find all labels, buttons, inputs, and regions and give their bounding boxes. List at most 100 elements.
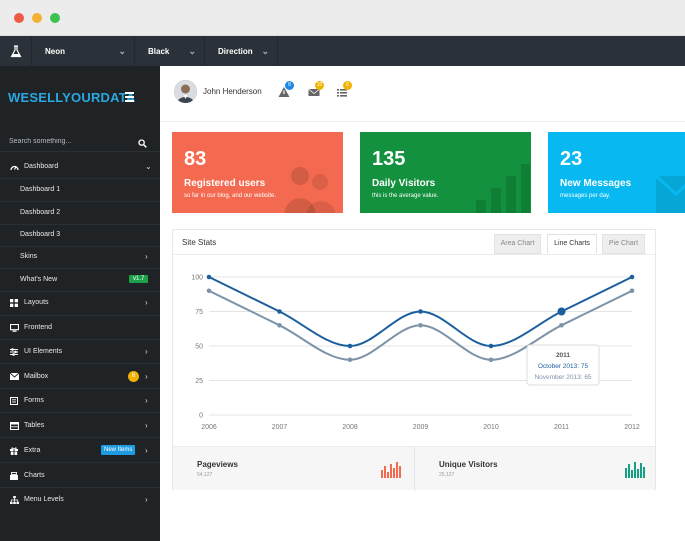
color-dropdown[interactable]: Black ⌄ (135, 36, 205, 66)
chart-tooltip (526, 344, 600, 386)
maximize-window-button[interactable] (50, 13, 60, 23)
site-stats-header: Site Stats Area Chart Line Charts Pie Ch… (173, 230, 655, 255)
daily-visitors-card[interactable]: 135 Daily Visitors this is the average v… (360, 132, 531, 213)
chevron-down-icon: ⌄ (261, 46, 269, 56)
sidebar-item-label: Dashboard 1 (20, 186, 61, 193)
x-tick-label: 2012 (624, 424, 640, 431)
daily-visitors-subtitle: this is the average value. (372, 193, 439, 199)
avatar[interactable] (174, 80, 197, 103)
sidebar-item-label: Layouts (24, 299, 49, 306)
chart-icon (10, 472, 18, 480)
data-point (629, 274, 635, 280)
sidebar: WESELLYOURDATA Dashboard ⌄ Dashboard 1 D… (0, 66, 160, 541)
sidebar-item-dashboard-2[interactable]: Dashboard 2 (0, 202, 160, 224)
skin-dropdown-label: Neon (45, 46, 65, 56)
sidebar-item-layouts[interactable]: Layouts › (0, 292, 160, 314)
site-stats-panel: Site Stats Area Chart Line Charts Pie Ch… (172, 229, 656, 491)
sliders-icon (10, 348, 18, 356)
sidebar-item-tables[interactable]: Tables › (0, 415, 160, 437)
gauge-icon (10, 163, 19, 171)
sidebar-item-dashboard-3[interactable]: Dashboard 3 (0, 224, 160, 246)
data-point (347, 343, 353, 349)
sidebar-item-dashboard[interactable]: Dashboard ⌄ (0, 156, 160, 178)
sidebar-item-extra[interactable]: Extra New Items › (0, 440, 160, 462)
sidebar-item-label: Dashboard 2 (20, 209, 61, 216)
y-tick-label: 75 (195, 309, 203, 316)
registered-users-subtitle: so far in our blog, and our website. (184, 193, 277, 199)
data-point (347, 357, 353, 363)
gift-icon (10, 447, 18, 455)
daily-visitors-title: Daily Visitors (372, 178, 436, 189)
sidebar-item-label: Dashboard 3 (20, 231, 61, 238)
x-tick-label: 2008 (342, 424, 358, 431)
new-messages-subtitle: messages per day. (560, 193, 611, 199)
hamburger-menu-icon[interactable] (125, 92, 134, 104)
chevron-right-icon: › (145, 495, 148, 504)
y-tick-label: 50 (195, 344, 203, 351)
chevron-right-icon: › (145, 372, 148, 381)
chevron-right-icon: › (145, 421, 148, 430)
pageviews-stat: Pageviews 54,127 (173, 447, 414, 491)
tab-pie-chart[interactable]: Pie Chart (602, 234, 645, 254)
site-stats-line-chart: 0 25 50 75 100 2006 2007 2008 2009 2010 2011 2012 20… (191, 274, 640, 432)
mail-icon[interactable]: 10 (308, 81, 324, 97)
x-tick-label: 2010 (483, 424, 499, 431)
sidebar-item-forms[interactable]: Forms › (0, 390, 160, 412)
alerts-count-badge: 8 (285, 81, 294, 90)
tab-area-chart[interactable]: Area Chart (494, 234, 541, 254)
close-window-button[interactable] (14, 13, 24, 23)
x-tick-label: 2007 (272, 424, 288, 431)
y-tick-label: 25 (195, 378, 203, 385)
warning-icon[interactable]: 8 (278, 81, 294, 97)
search-input[interactable] (9, 134, 129, 148)
daily-visitors-count: 135 (372, 148, 406, 170)
x-tick-label: 2011 (554, 424, 569, 431)
pageviews-value: 54,127 (197, 472, 213, 478)
form-icon (10, 397, 18, 405)
visitors-sparkbar-icon (625, 462, 645, 478)
chevron-right-icon: › (145, 446, 148, 455)
sidebar-item-whats-new[interactable]: What's New v1.7 (0, 269, 160, 291)
unique-visitors-stat: Unique Visitors 25,127 (415, 447, 655, 491)
x-tick-label: 2006 (201, 424, 217, 431)
grid-icon (10, 299, 18, 307)
chevron-down-icon: ⌄ (118, 46, 126, 56)
sidebar-item-frontend[interactable]: Frontend (0, 317, 160, 339)
table-icon (10, 422, 19, 430)
minimize-window-button[interactable] (32, 13, 42, 23)
sidebar-item-dashboard-1[interactable]: Dashboard 1 (0, 179, 160, 201)
search-icon[interactable] (138, 135, 147, 153)
sidebar-item-label: Mailbox (24, 373, 49, 380)
tab-line-charts[interactable]: Line Charts (547, 234, 597, 254)
sidebar-item-mailbox[interactable]: Mailbox 6 › (0, 366, 160, 388)
brand-logo[interactable]: WESELLYOURDATA (8, 90, 136, 105)
envelope-icon (656, 174, 685, 213)
flask-icon[interactable] (0, 36, 32, 66)
skin-dropdown[interactable]: Neon ⌄ (32, 36, 135, 66)
user-name[interactable]: John Henderson (203, 87, 262, 96)
sidebar-item-label: Dashboard (24, 163, 59, 170)
envelope-icon (9, 372, 20, 381)
sidebar-item-charts[interactable]: Charts (0, 465, 160, 487)
sidebar-item-skins[interactable]: Skins › (0, 246, 160, 268)
sidebar-item-ui-elements[interactable]: UI Elements › (0, 341, 160, 363)
sidebar-item-label: Menu Levels (24, 496, 64, 503)
data-point (488, 343, 494, 349)
data-point (488, 357, 494, 363)
registered-users-card[interactable]: 83 Registered users so far in our blog, … (172, 132, 343, 213)
sidebar-search (0, 130, 160, 152)
site-stats-title: Site Stats (182, 238, 217, 247)
sidebar-item-menu-levels[interactable]: Menu Levels › (0, 489, 160, 511)
monitor-icon (9, 323, 20, 332)
unique-visitors-value: 25,127 (439, 472, 455, 478)
data-point (277, 309, 282, 314)
sidebar-item-label: Tables (24, 422, 45, 429)
direction-dropdown[interactable]: Direction ⌄ (205, 36, 278, 66)
sidebar-item-label: Forms (24, 397, 44, 404)
bar-chart-icon (476, 164, 530, 213)
site-stats-footer: Pageviews 54,127 Unique Visitors 25,127 (173, 446, 655, 491)
new-messages-title: New Messages (560, 178, 632, 189)
list-icon[interactable]: 6 (336, 81, 352, 97)
theme-bar: Neon ⌄ Black ⌄ Direction ⌄ (0, 36, 685, 66)
new-messages-card[interactable]: 23 New Messages messages per day. (548, 132, 685, 213)
